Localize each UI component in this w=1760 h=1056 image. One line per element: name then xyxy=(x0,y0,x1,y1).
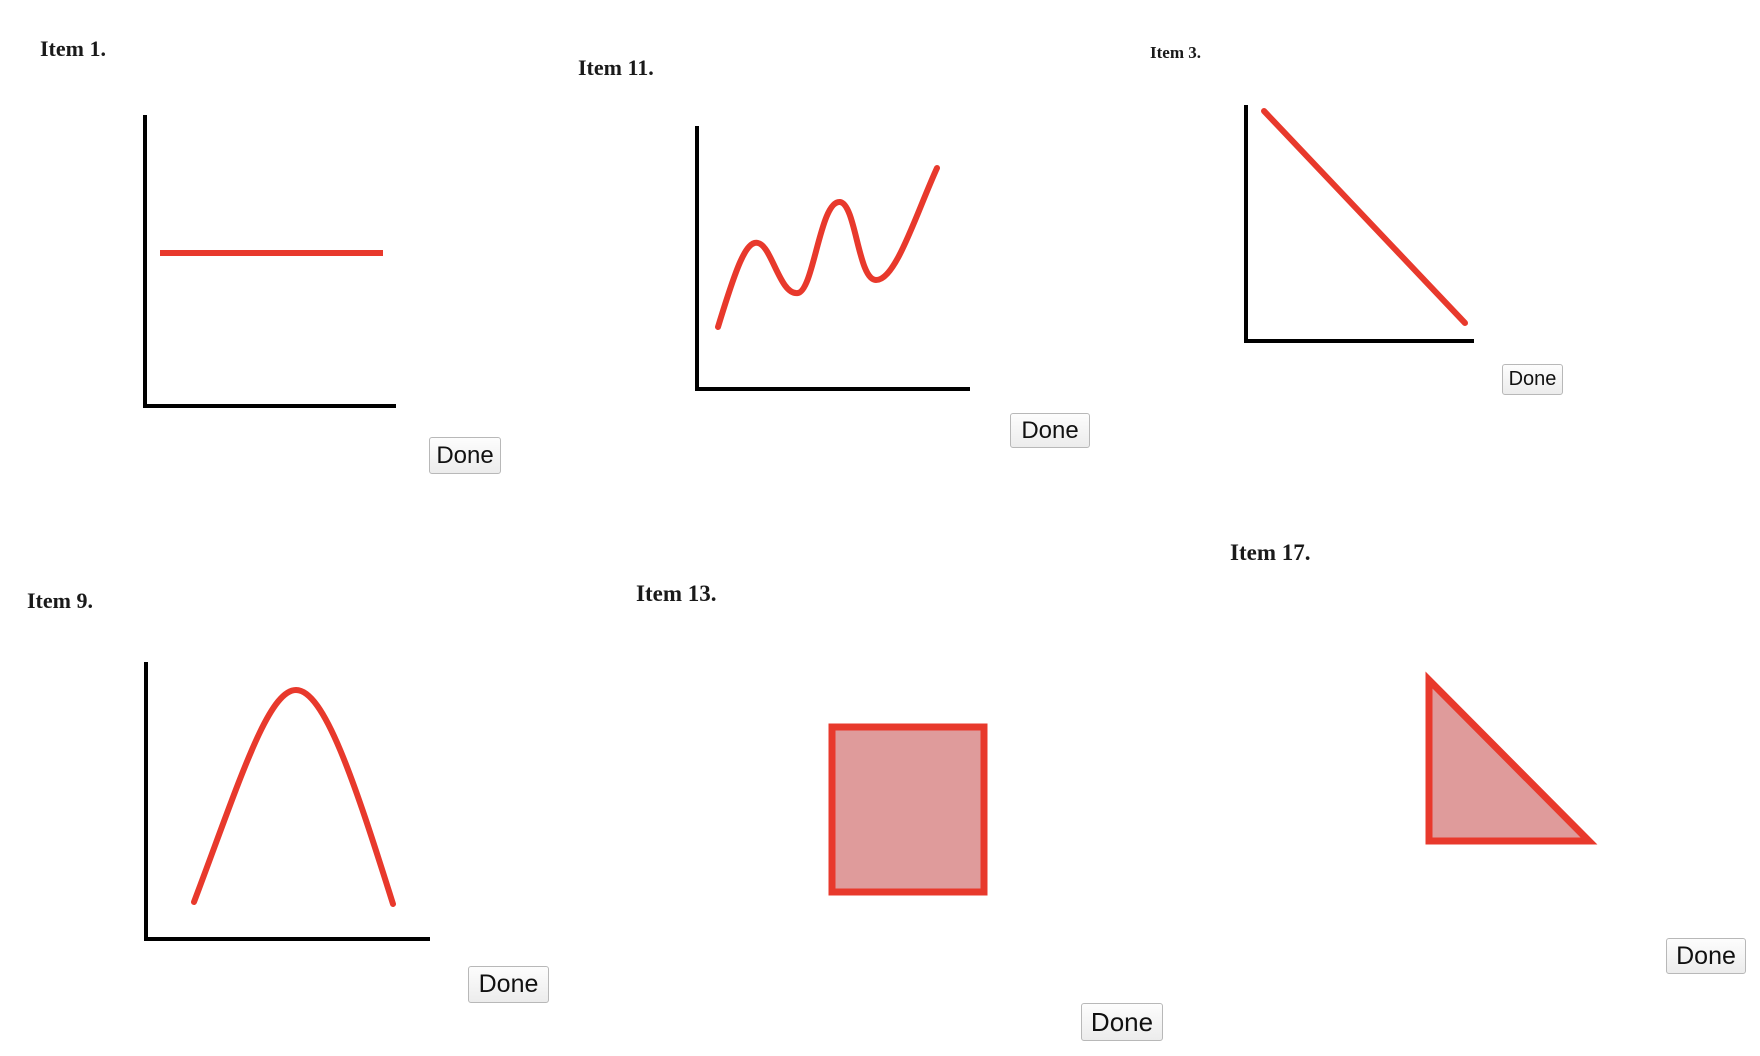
item-3-title: Item 3. xyxy=(1150,43,1201,62)
item-13-done-button[interactable]: Done xyxy=(1081,1003,1163,1041)
item-3-curve xyxy=(1261,108,1468,326)
item-11-title: Item 11. xyxy=(578,55,654,80)
item-13-square xyxy=(828,723,988,896)
item-9-curve xyxy=(191,686,396,907)
item-3-done-button[interactable]: Done xyxy=(1502,364,1563,395)
item-11-curve xyxy=(715,165,940,330)
item-1-done-button[interactable]: Done xyxy=(429,437,501,474)
item-17-title: Item 17. xyxy=(1230,540,1311,565)
item-1-title: Item 1. xyxy=(40,36,106,61)
item-9-done-button[interactable]: Done xyxy=(468,966,549,1003)
item-11-done-button[interactable]: Done xyxy=(1010,413,1090,448)
item-17-triangle xyxy=(1425,671,1598,845)
item-9-title: Item 9. xyxy=(27,588,93,613)
item-17-done-button[interactable]: Done xyxy=(1666,938,1746,974)
item-13-title: Item 13. xyxy=(636,581,717,606)
